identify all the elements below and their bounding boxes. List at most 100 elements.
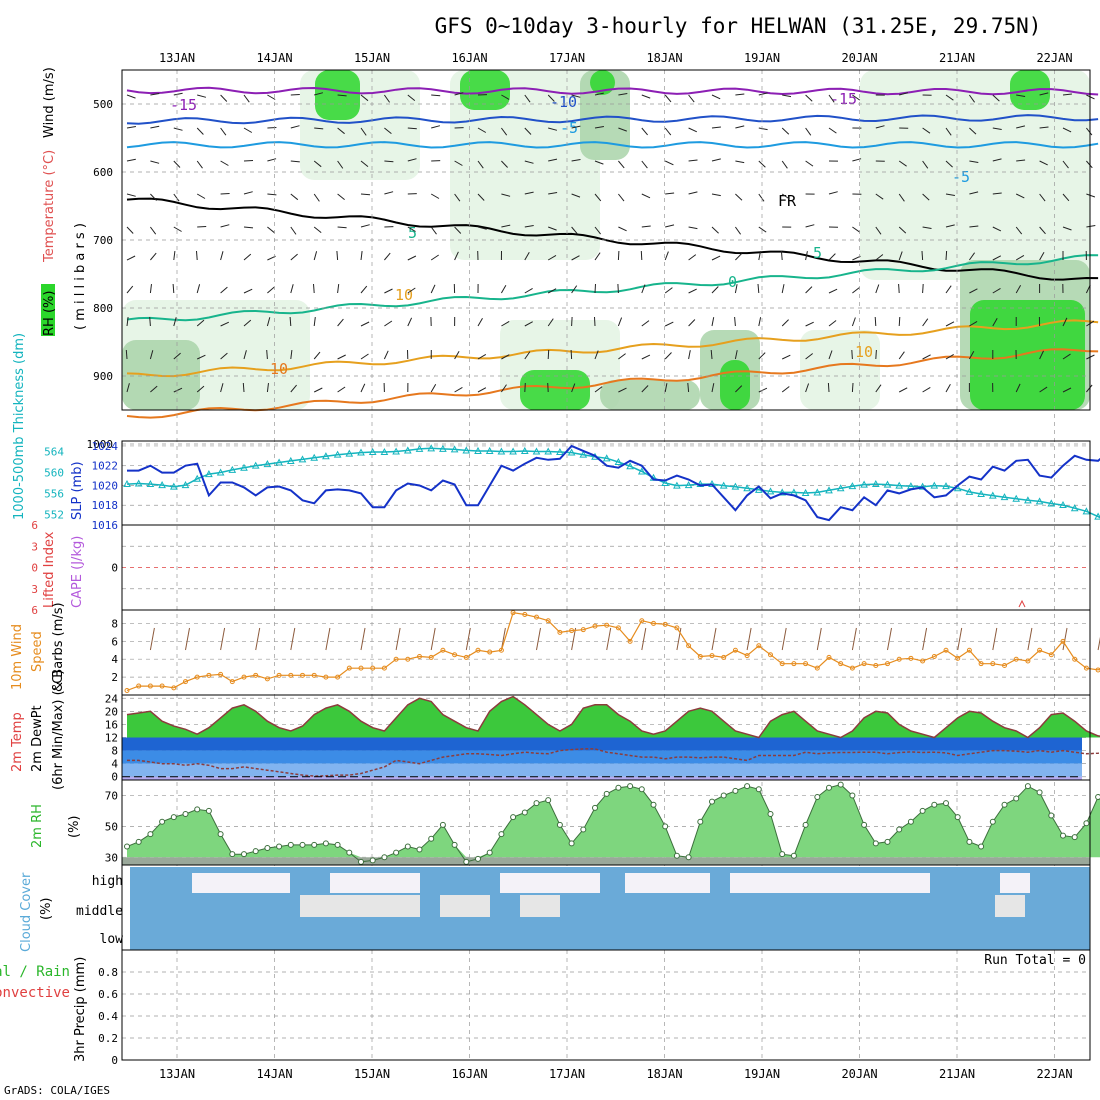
rh-point	[498, 831, 505, 838]
precip-ytick-0.4: 0.4	[98, 1010, 118, 1023]
upper-barb	[664, 160, 674, 166]
thickness-point	[860, 480, 868, 488]
thickness-point	[918, 482, 927, 490]
wind10-point	[405, 656, 411, 662]
cloud-high-clear-2	[500, 873, 600, 893]
thickness-point	[988, 491, 997, 499]
thickness-point	[1082, 507, 1091, 515]
surface-wind-barb	[255, 627, 261, 651]
upper-barb	[945, 383, 951, 393]
upper-barb	[571, 285, 578, 294]
upper-barb	[337, 127, 345, 135]
upper-barb	[922, 193, 930, 201]
upper-barb	[477, 353, 487, 360]
upper-barb	[828, 94, 835, 103]
upper-barb	[899, 92, 909, 96]
rh-ytick-70: 70	[105, 789, 118, 802]
upper-barb	[922, 127, 931, 134]
surface-wind-barb	[992, 627, 998, 651]
rh-point	[299, 841, 306, 848]
upper-barb	[1015, 383, 1021, 393]
upper-barb	[735, 385, 743, 393]
thickness-point	[825, 486, 833, 494]
upper-barb	[735, 193, 743, 201]
rh-point	[1083, 820, 1090, 827]
upper-barb	[594, 126, 604, 129]
wind10-point	[1013, 656, 1019, 662]
upper-barb	[313, 160, 322, 168]
thickness-point	[357, 448, 365, 456]
iso-10	[126, 319, 1099, 378]
upper-barb	[711, 158, 721, 162]
upper-barb	[360, 321, 370, 327]
upper-barb	[220, 160, 229, 166]
upper-barb	[431, 125, 441, 129]
cloud-high-clear-5	[1000, 873, 1030, 893]
rh-point	[989, 818, 996, 825]
wind10-point	[873, 662, 879, 668]
upper-barb	[197, 226, 207, 228]
upper-ytick-700: 700	[93, 234, 113, 247]
upper-barb	[150, 252, 157, 261]
date-label-top-15JAN: 15JAN	[354, 51, 390, 65]
upper-barb	[477, 160, 484, 169]
upper-barb	[336, 250, 339, 261]
upper-barb	[664, 287, 673, 294]
upper-barb	[126, 255, 136, 261]
upper-barb	[547, 349, 550, 360]
thickness-point	[602, 454, 611, 462]
upper-barb	[266, 349, 268, 360]
thickness-point	[661, 478, 670, 486]
upper-barb	[594, 386, 603, 393]
surface-wind-barb	[1027, 627, 1033, 651]
date-label-top-18JAN: 18JAN	[646, 51, 682, 65]
upper-barb	[1062, 127, 1072, 133]
rh-shade-11	[720, 360, 750, 410]
li-ytick-0: 6	[31, 519, 38, 532]
upper-barb	[314, 92, 324, 96]
rh-point	[978, 843, 985, 850]
wind10-point	[814, 665, 820, 671]
upper-barb	[548, 226, 557, 231]
upper-barb	[618, 226, 627, 232]
temp-ytick-0: 0	[111, 771, 118, 784]
surface-wind-barb	[1062, 627, 1068, 651]
upper-barb	[477, 317, 483, 327]
upper-barb	[150, 193, 157, 201]
rh-point	[779, 851, 786, 858]
upper-barb	[337, 160, 344, 169]
contour-label-2: -10	[550, 93, 577, 111]
upper-barb	[874, 316, 877, 327]
thickness-point	[333, 450, 342, 458]
upper-barb	[968, 350, 975, 360]
upper-barb	[617, 283, 619, 294]
upper-barb	[758, 160, 766, 168]
upper-ylabel-rh: RH (%)	[42, 291, 57, 336]
rh-point	[217, 831, 224, 838]
rh-ytick-50: 50	[105, 820, 118, 833]
upper-barb	[196, 354, 206, 360]
thickness-point	[942, 482, 950, 490]
rh-point	[627, 783, 634, 790]
date-label-top-20JAN: 20JAN	[841, 51, 877, 65]
upper-barb	[992, 94, 1000, 102]
rh-point	[346, 849, 353, 856]
upper-barb	[1062, 387, 1072, 393]
upper-barb	[430, 383, 437, 393]
upper-barb	[641, 160, 648, 169]
rh-point	[767, 811, 774, 817]
upper-barb	[969, 191, 979, 195]
upper-barb	[828, 350, 833, 360]
surface-wind-barb	[816, 627, 822, 651]
upper-barb	[477, 127, 487, 133]
wind10-point	[545, 618, 551, 624]
upper-barb	[196, 319, 205, 327]
contour-label-7: 5	[813, 244, 822, 262]
temp-ytick-20: 20	[105, 705, 118, 718]
upper-barb	[454, 350, 460, 360]
upper-barb	[173, 387, 183, 393]
date-label-top-21JAN: 21JAN	[939, 51, 975, 65]
wind10-point	[1072, 656, 1078, 662]
surface-wind-barb	[781, 627, 787, 651]
